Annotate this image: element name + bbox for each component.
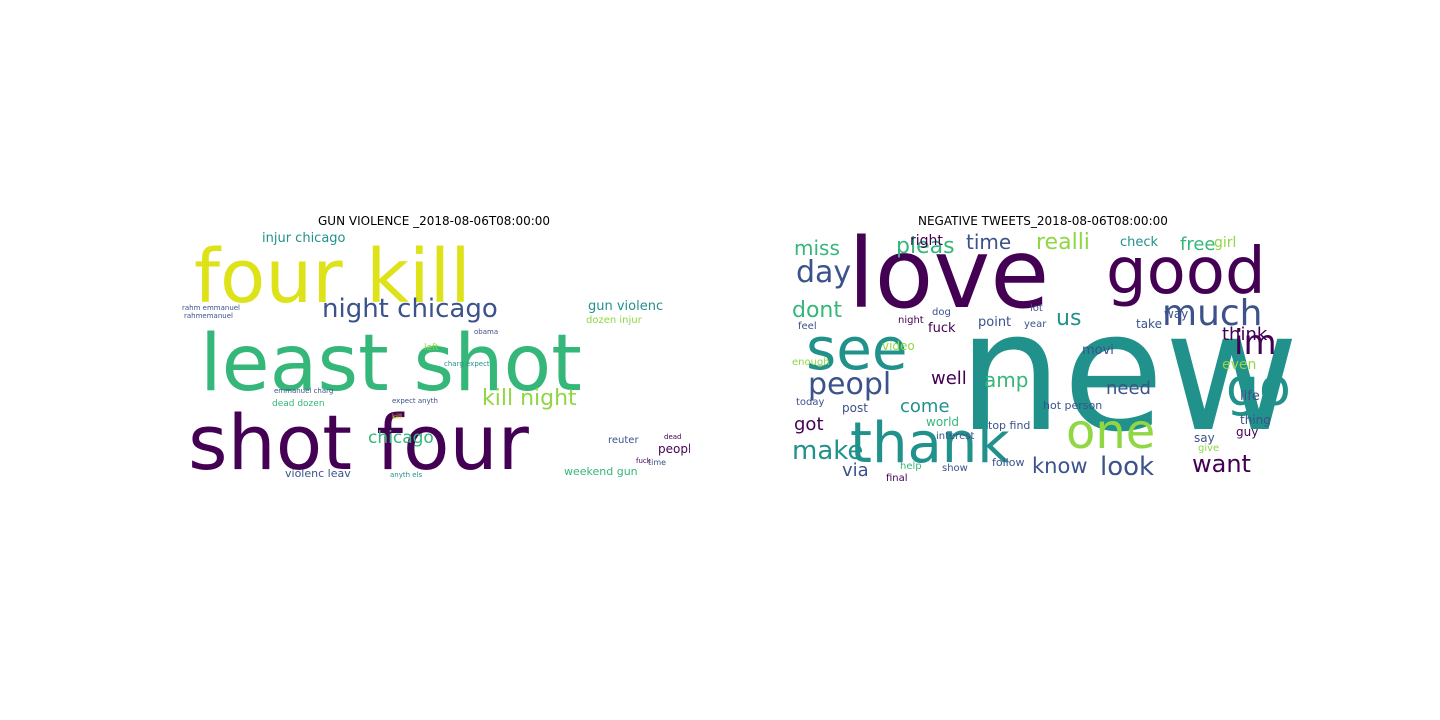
- cloud-word: dog: [932, 307, 951, 318]
- right-word-cloud: new love good thank one see go peopl muc…: [788, 230, 1298, 485]
- cloud-word: movi: [1082, 343, 1114, 358]
- cloud-word: enough: [792, 357, 830, 368]
- cloud-word: night: [898, 315, 924, 326]
- cloud-word: take: [1136, 317, 1162, 331]
- cloud-word: peopl: [658, 442, 690, 456]
- cloud-word: top find: [988, 419, 1031, 432]
- cloud-word: injur chicago: [262, 231, 346, 246]
- cloud-word: thing: [1240, 413, 1271, 427]
- cloud-word: want: [1192, 450, 1251, 478]
- cloud-word: final: [886, 473, 908, 484]
- cloud-word: make: [792, 436, 864, 466]
- cloud-word: us: [1056, 306, 1082, 331]
- cloud-word: show: [942, 463, 968, 474]
- cloud-word: look: [1100, 452, 1155, 482]
- cloud-word: lot: [1030, 303, 1043, 314]
- cloud-word: need: [1106, 378, 1151, 399]
- cloud-word: dozen injur: [586, 315, 642, 326]
- cloud-word: year: [1024, 319, 1047, 330]
- cloud-word: girl: [1214, 235, 1237, 251]
- cloud-word: time: [966, 230, 1012, 254]
- cloud-word: thank: [850, 411, 1010, 476]
- cloud-word: dont: [792, 298, 842, 323]
- cloud-word: realli: [1036, 230, 1090, 255]
- cloud-word: time: [648, 458, 667, 467]
- cloud-word: well: [931, 368, 967, 389]
- cloud-word: reuter: [608, 435, 639, 446]
- cloud-word: much: [1162, 293, 1263, 334]
- cloud-word: help: [900, 461, 922, 472]
- cloud-word: say: [1194, 431, 1215, 445]
- cloud-word: least shot: [200, 319, 582, 409]
- cloud-word: peopl: [808, 367, 892, 402]
- cloud-word: rahmemanuel: [184, 312, 233, 320]
- cloud-word: weekend gun: [564, 465, 638, 478]
- cloud-word: today: [796, 397, 825, 408]
- cloud-word: im: [1234, 323, 1277, 363]
- cloud-word: obama: [474, 328, 499, 336]
- cloud-word: love: [848, 230, 1050, 330]
- cloud-word: left: [424, 343, 439, 353]
- cloud-word: world: [926, 415, 960, 429]
- cloud-word: even: [1222, 357, 1257, 373]
- cloud-word: night chicago: [322, 294, 498, 324]
- cloud-word: gun violenc: [588, 299, 664, 314]
- cloud-word: way: [1164, 307, 1189, 321]
- cloud-word: interest: [936, 431, 975, 442]
- cloud-word: follow: [992, 456, 1025, 469]
- cloud-word: day: [796, 255, 852, 290]
- cloud-word: pleas: [896, 234, 955, 259]
- cloud-word: post: [842, 401, 868, 415]
- cloud-word: dead dozen: [272, 399, 325, 409]
- cloud-word: via: [842, 460, 869, 481]
- cloud-word: right: [910, 233, 943, 249]
- cloud-word: one: [1066, 404, 1156, 460]
- cloud-word: rahm emmanuel: [182, 304, 241, 312]
- cloud-word: come: [900, 396, 950, 417]
- cloud-word: free: [1180, 234, 1216, 255]
- cloud-word: shot four: [188, 398, 529, 485]
- cloud-word: dead: [664, 433, 682, 441]
- left-word-cloud: four kill least shot shot four night chi…: [180, 230, 690, 485]
- cloud-word: anyth els: [390, 471, 423, 479]
- cloud-word: guy: [1236, 425, 1259, 439]
- cloud-word: emmanuel charg: [274, 387, 334, 395]
- cloud-word: kill night: [482, 386, 577, 411]
- cloud-word: amp: [984, 368, 1029, 392]
- cloud-word: chicago: [368, 428, 434, 448]
- cloud-word: miss: [794, 236, 840, 260]
- cloud-word: new: [958, 276, 1298, 468]
- cloud-word: check: [1120, 235, 1159, 250]
- cloud-word: see: [806, 315, 908, 383]
- right-panel-title: NEGATIVE TWEETS_2018-08-06T08:00:00: [918, 214, 1168, 228]
- cloud-word: think: [1222, 324, 1268, 345]
- cloud-word: kill: [392, 413, 402, 421]
- cloud-word: know: [1032, 454, 1088, 478]
- cloud-word: hot person: [1043, 399, 1103, 412]
- cloud-word: go: [1226, 358, 1291, 418]
- cloud-word: feel: [798, 321, 817, 332]
- cloud-word: got: [794, 414, 824, 435]
- cloud-word: expect anyth: [392, 397, 438, 405]
- cloud-word: video: [882, 339, 915, 353]
- cloud-word: charg expect: [444, 360, 490, 368]
- cloud-word: four kill: [194, 234, 471, 320]
- cloud-word: fuck: [928, 321, 956, 336]
- cloud-word: good: [1106, 235, 1266, 309]
- cloud-word: fuck: [636, 457, 651, 465]
- left-panel-title: GUN VIOLENCE _2018-08-06T08:00:00: [318, 214, 551, 228]
- cloud-word: life: [1240, 389, 1260, 404]
- cloud-word: point: [978, 315, 1012, 330]
- cloud-word: violenc leav: [285, 467, 351, 480]
- cloud-word: give: [1198, 443, 1220, 454]
